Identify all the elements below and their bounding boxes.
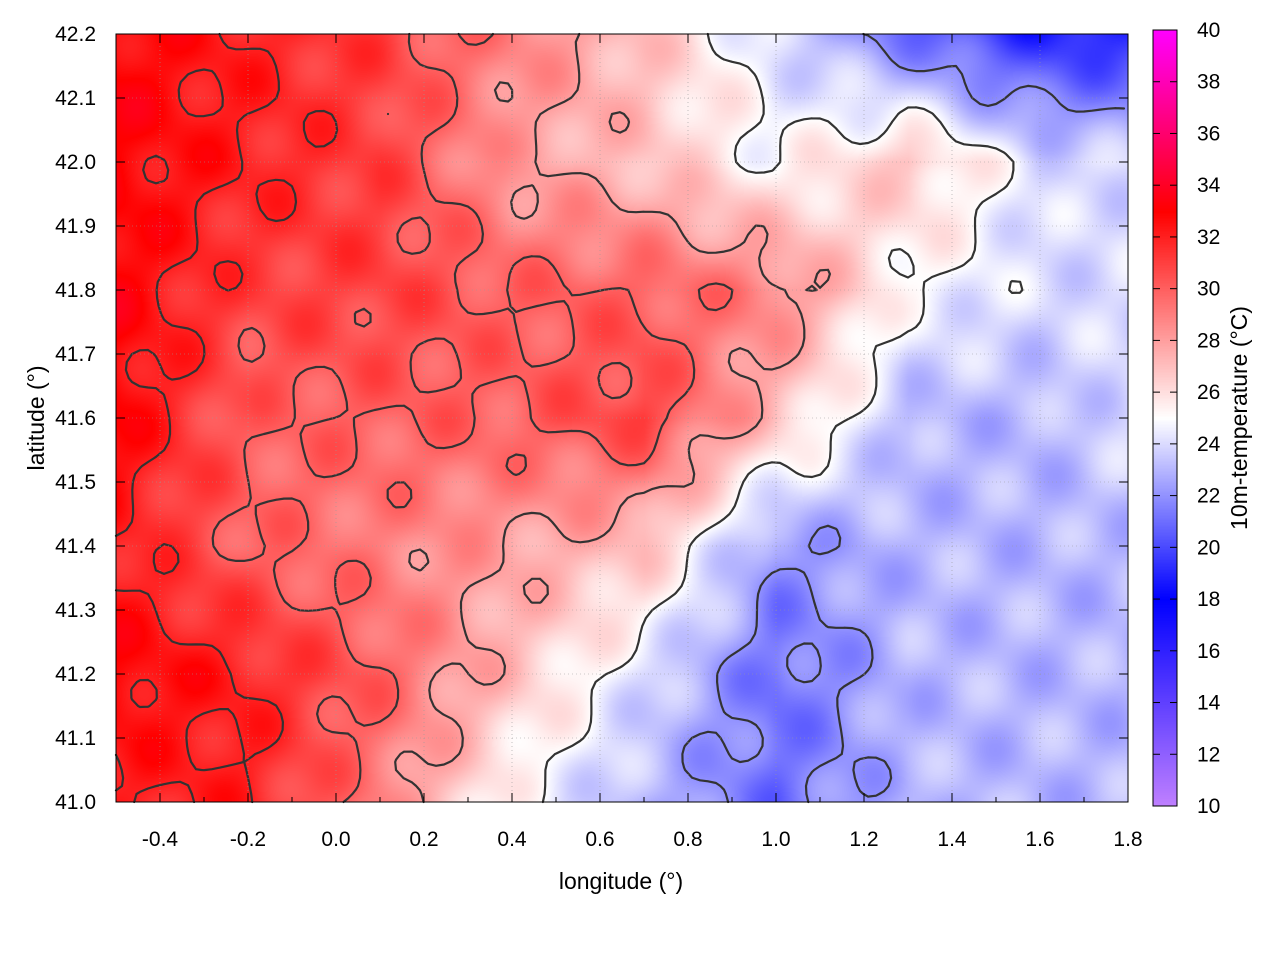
y-tick-label: 41.9 <box>55 215 96 238</box>
x-tick-label: 1.2 <box>849 828 878 851</box>
x-tick-label: 1.6 <box>1025 828 1054 851</box>
y-tick-label: 41.7 <box>55 343 96 366</box>
y-tick-label: 41.2 <box>55 663 96 686</box>
colorbar-tick-label: 12 <box>1197 743 1220 766</box>
colorbar-tick-label: 32 <box>1197 226 1220 249</box>
y-tick-label: 41.6 <box>55 407 96 430</box>
colorbar-tick-label: 38 <box>1197 71 1220 94</box>
y-tick-label: 42.1 <box>55 87 96 110</box>
x-tick-label: 1.0 <box>761 828 790 851</box>
x-tick-label: 1.8 <box>1113 828 1142 851</box>
x-tick-label: -0.4 <box>142 828 179 851</box>
contour-line-32 <box>114 32 339 804</box>
y-tick-label: 41.8 <box>55 279 96 302</box>
colorbar-tick-label: 28 <box>1197 329 1220 352</box>
contour-line-22 <box>681 32 1126 804</box>
x-tick-label: 0.0 <box>321 828 350 851</box>
contour-line-30 <box>211 32 734 804</box>
colorbar-tick-label: 14 <box>1197 692 1221 715</box>
x-axis-title: longitude (°) <box>559 868 683 894</box>
contour-line-25 <box>541 32 1024 804</box>
colorbar-tick-label: 40 <box>1197 19 1220 42</box>
colorbar-tick-label: 20 <box>1197 536 1220 559</box>
colorbar-tick-label: 24 <box>1197 433 1221 456</box>
colorbar-tick-label: 22 <box>1197 485 1220 508</box>
y-tick-label: 42.0 <box>55 151 96 174</box>
colorbar-tick-label: 36 <box>1197 122 1220 145</box>
colorbar-gradient <box>1153 30 1177 806</box>
x-tick-label: 0.2 <box>409 828 438 851</box>
y-tick-label: 42.2 <box>55 23 96 46</box>
y-tick-label: 41.0 <box>55 791 96 814</box>
x-tick-label: 0.6 <box>585 828 614 851</box>
y-tick-label: 41.1 <box>55 727 96 750</box>
axes: -0.4 -0.2 0.0 0.2 0.4 0.6 0.8 1.0 1.2 1.4 1.6 1.8 41… <box>55 23 1142 851</box>
colorbar-tick-label: 30 <box>1197 278 1220 301</box>
colorbar-tick-label: 34 <box>1197 174 1221 197</box>
colorbar-frame <box>1152 29 1178 807</box>
x-tick-label: 0.8 <box>673 828 702 851</box>
colorbar-tick-label: 10 <box>1197 795 1220 818</box>
y-tick-label: 41.3 <box>55 599 96 622</box>
colorbar-tick-label: 26 <box>1197 381 1220 404</box>
x-tick-label: 0.4 <box>497 828 527 851</box>
x-tick-label: 1.4 <box>937 828 967 851</box>
x-tick-label: -0.2 <box>230 828 266 851</box>
contour-line-28 <box>394 32 831 804</box>
y-tick-label: 41.4 <box>55 535 96 558</box>
y-tick-label: 41.5 <box>55 471 96 494</box>
colorbar: 10 12 14 16 18 20 22 24 26 28 30 32 34 36 38 40 <box>1152 19 1221 818</box>
colorbar-tick-label: 16 <box>1197 640 1220 663</box>
y-axis-title: latitude (°) <box>23 365 49 470</box>
colorbar-tick-label: 18 <box>1197 588 1220 611</box>
colorbar-title: 10m-temperature (°C) <box>1226 306 1252 530</box>
